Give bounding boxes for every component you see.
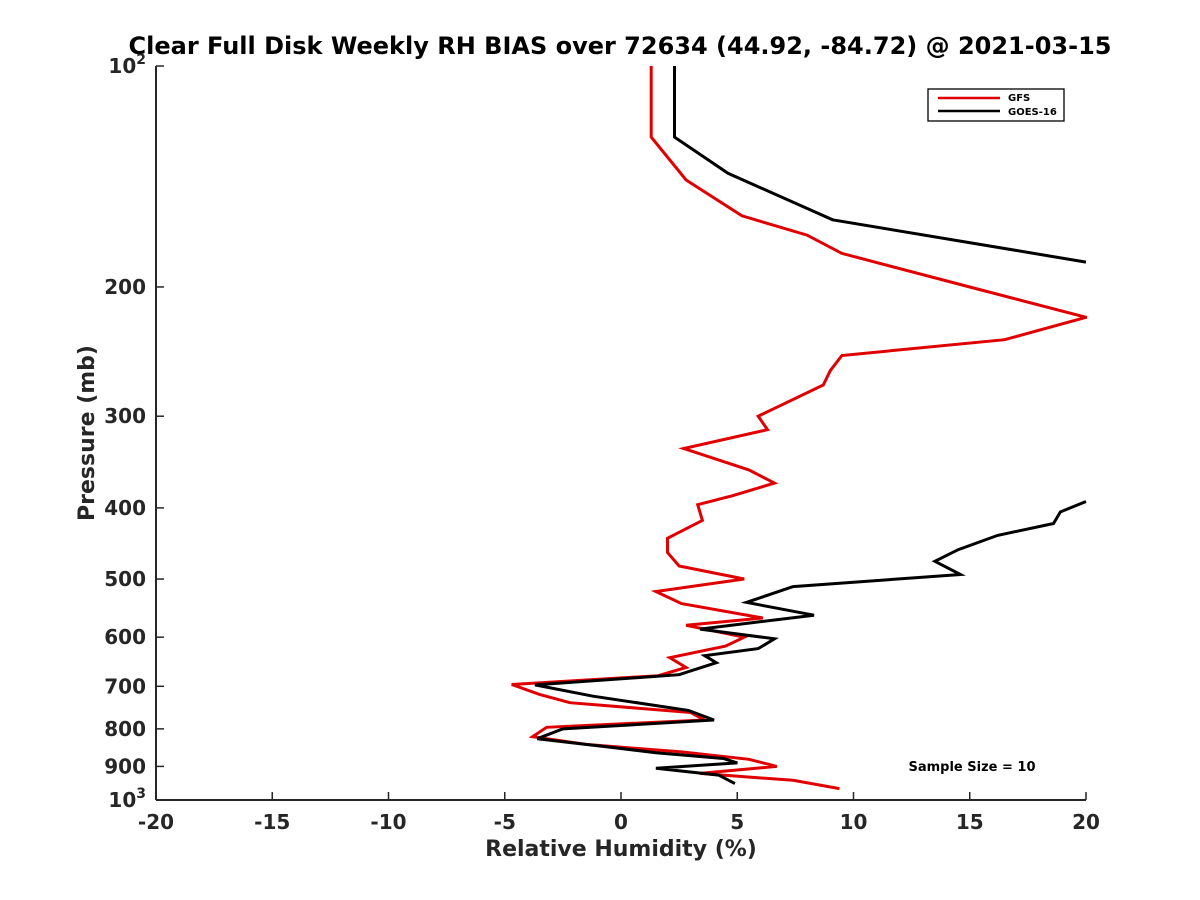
- x-tick-label: 20: [1072, 810, 1100, 834]
- x-tick-label: -20: [138, 810, 174, 834]
- legend: GFS GOES-16: [927, 88, 1065, 122]
- y-tick-label: 500: [104, 567, 146, 591]
- y-tick-label: 900: [104, 754, 146, 778]
- y-tick-label: 400: [104, 496, 146, 520]
- series-layer: [511, 66, 1087, 791]
- sample-size-annotation: Sample Size = 10: [908, 760, 1035, 775]
- x-axis-label: Relative Humidity (%): [485, 837, 757, 862]
- y-tick-label: 800: [104, 717, 146, 741]
- x-tick-label: -15: [254, 810, 290, 834]
- series-line-gfs: [511, 66, 1087, 791]
- y-tick-label: 200: [104, 275, 146, 299]
- x-tick-label: 15: [956, 810, 984, 834]
- y-tick-label: 700: [104, 674, 146, 698]
- x-tick-label: 0: [614, 810, 628, 834]
- x-tick-label: 5: [730, 810, 744, 834]
- y-tick-label: 600: [104, 625, 146, 649]
- x-axis-ticks: -20 -15 -10 -5 0 5 10 15 20: [138, 792, 1100, 834]
- x-tick-label: 10: [840, 810, 868, 834]
- x-tick-label: -10: [370, 810, 406, 834]
- series-line-goes16: [534, 66, 1087, 785]
- chart-title: Clear Full Disk Weekly RH BIAS over 7263…: [129, 32, 1112, 60]
- x-tick-label: -5: [494, 810, 516, 834]
- legend-box: [927, 88, 1065, 122]
- y-tick-label: 300: [104, 404, 146, 428]
- legend-label-goes16: GOES-16: [1008, 107, 1057, 118]
- legend-label-gfs: GFS: [1008, 93, 1030, 104]
- y-axis-label: Pressure (mb): [75, 345, 100, 521]
